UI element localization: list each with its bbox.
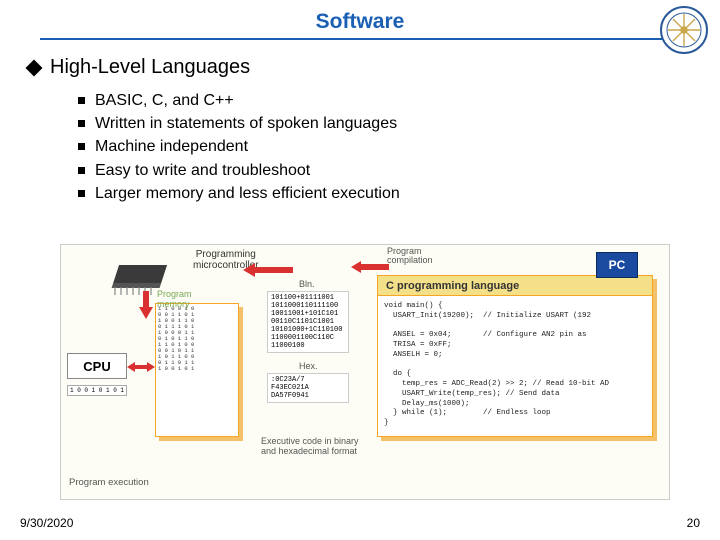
university-logo bbox=[660, 6, 708, 54]
list-item-text: Written in statements of spoken language… bbox=[95, 112, 397, 135]
list-item-text: Larger memory and less efficient executi… bbox=[95, 182, 400, 205]
program-memory-label: Program memory bbox=[157, 289, 192, 309]
slide-title: Software bbox=[40, 0, 680, 40]
square-bullet-icon bbox=[78, 97, 85, 104]
program-compilation-label: Program compilation bbox=[387, 247, 433, 265]
footer-page-number: 20 bbox=[687, 516, 700, 530]
memory-bits: 1 1 0 0 1 0 0 0 1 1 0 1 1 0 0 1 1 0 0 1 … bbox=[156, 304, 238, 375]
square-bullet-icon bbox=[78, 120, 85, 127]
c-panel-header: C programming language bbox=[378, 276, 652, 296]
arrow-down-icon bbox=[139, 291, 153, 319]
arrow-left-icon bbox=[351, 261, 389, 273]
exec-code-label: Executive code in binary and hexadecimal… bbox=[261, 437, 371, 457]
list-item: Machine independent bbox=[78, 135, 696, 158]
list-item: Written in statements of spoken language… bbox=[78, 112, 696, 135]
main-bullet-text: High-Level Languages bbox=[50, 56, 250, 79]
bin-label: Bln. bbox=[299, 279, 315, 289]
arrow-bidir-icon bbox=[127, 361, 155, 373]
program-memory-box: 1 1 0 0 1 0 0 0 1 1 0 1 1 0 0 1 1 0 0 1 … bbox=[155, 303, 239, 437]
compilation-diagram: Programming microcontroller 1 1 0 0 1 0 … bbox=[60, 244, 670, 500]
c-programming-panel: PC C programming language void main() { … bbox=[377, 275, 653, 437]
list-item: Easy to write and troubleshoot bbox=[78, 159, 696, 182]
square-bullet-icon bbox=[78, 167, 85, 174]
slide-footer: 9/30/2020 20 bbox=[20, 516, 700, 530]
sub-bullet-list: BASIC, C, and C++ Written in statements … bbox=[24, 89, 696, 205]
binary-code-block: 101100+01111001 1011000110111100 1001100… bbox=[267, 291, 349, 353]
list-item-text: BASIC, C, and C++ bbox=[95, 89, 234, 112]
content-area: High-Level Languages BASIC, C, and C++ W… bbox=[0, 40, 720, 205]
hex-label: Hex. bbox=[299, 361, 318, 371]
list-item: BASIC, C, and C++ bbox=[78, 89, 696, 112]
footer-date: 9/30/2020 bbox=[20, 516, 73, 530]
diamond-bullet-icon bbox=[26, 59, 43, 76]
c-code-block: void main() { USART_Init(19200); // Init… bbox=[378, 296, 652, 435]
square-bullet-icon bbox=[78, 143, 85, 150]
pc-label-box: PC bbox=[596, 252, 638, 278]
cpu-box: CPU bbox=[67, 353, 127, 379]
list-item-text: Machine independent bbox=[95, 135, 248, 158]
arrow-left-icon bbox=[243, 263, 293, 277]
square-bullet-icon bbox=[78, 190, 85, 197]
hex-code-block: :0C23A/7 F43EC021A DA57F0941 bbox=[267, 373, 349, 403]
list-item-text: Easy to write and troubleshoot bbox=[95, 159, 310, 182]
program-execution-label: Program execution bbox=[69, 477, 149, 488]
main-bullet: High-Level Languages bbox=[24, 56, 696, 79]
cpu-instruction-slot: 1 0 0 1 0 1 0 1 bbox=[67, 385, 127, 396]
list-item: Larger memory and less efficient executi… bbox=[78, 182, 696, 205]
